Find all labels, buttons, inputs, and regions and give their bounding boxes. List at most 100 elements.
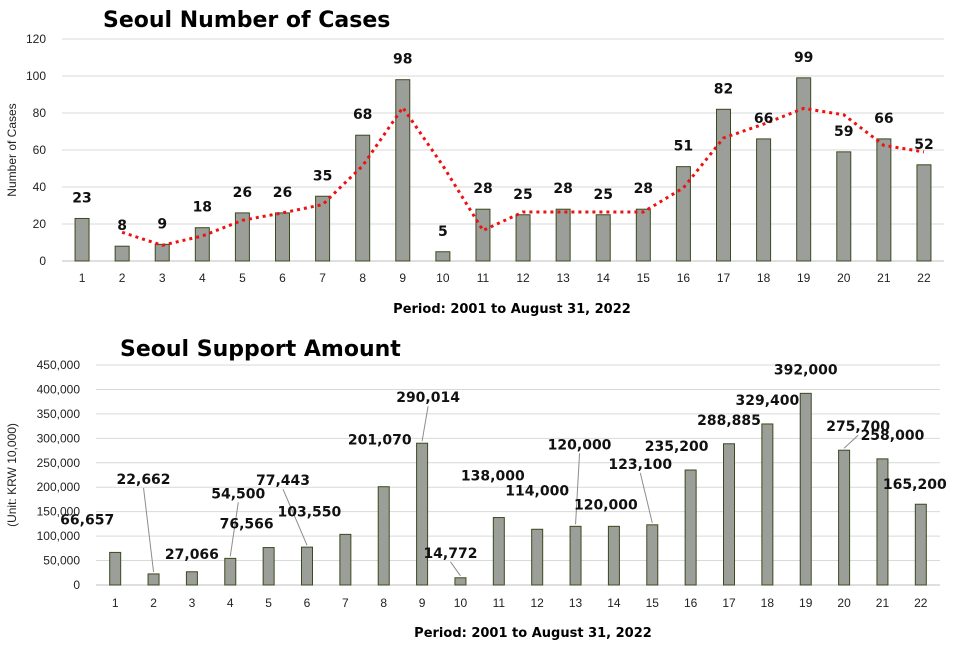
x-tick-label: 19	[799, 596, 813, 610]
bar	[723, 443, 735, 586]
data-label: 329,400	[735, 393, 799, 409]
y-tick-label: 250,000	[37, 456, 81, 470]
data-label: 25	[513, 187, 532, 203]
y-tick-label: 100,000	[37, 529, 81, 543]
x-tick-label: 7	[342, 596, 349, 610]
data-label: 77,443	[256, 473, 310, 489]
x-tick-label: 2	[150, 596, 157, 610]
bar	[185, 571, 198, 586]
bar	[761, 423, 774, 586]
bar	[836, 151, 852, 262]
data-label: 52	[914, 137, 933, 153]
data-label: 99	[794, 50, 813, 66]
data-label: 76,566	[220, 517, 274, 533]
x-tick-label: 12	[531, 596, 545, 610]
x-tick-label: 6	[279, 271, 286, 285]
bar	[395, 79, 411, 262]
data-label: 9	[157, 216, 167, 232]
x-tick-label: 1	[79, 271, 86, 285]
y-tick-label: 400,000	[37, 382, 81, 396]
x-tick-label: 22	[914, 596, 928, 610]
x-tick-label: 12	[516, 271, 530, 285]
x-tick-label: 1	[112, 596, 119, 610]
bar	[838, 449, 851, 586]
data-label: 54,500	[211, 486, 265, 502]
moving-average-trendline	[121, 104, 925, 247]
data-label: 22,662	[117, 472, 171, 488]
x-tick-label: 14	[607, 596, 621, 610]
leader-line	[639, 472, 653, 523]
x-tick-label: 14	[597, 271, 611, 285]
y-tick-label: 0	[39, 254, 46, 268]
y-tick-label: 350,000	[37, 407, 81, 421]
data-label: 288,885	[697, 413, 761, 429]
data-label: 66	[754, 111, 773, 127]
bar	[646, 524, 659, 586]
data-label: 25	[593, 187, 612, 203]
x-tick-label: 13	[556, 271, 570, 285]
data-label: 82	[714, 81, 733, 97]
x-tick-label: 20	[837, 596, 851, 610]
x-tick-label: 11	[493, 596, 506, 610]
bar	[716, 108, 731, 262]
x-tick-label: 4	[199, 271, 206, 285]
data-label: 59	[834, 124, 853, 140]
bar	[355, 134, 371, 262]
y-tick-label: 100	[26, 69, 46, 83]
bar	[914, 503, 927, 586]
x-tick-label: 17	[717, 271, 731, 285]
data-label: 392,000	[774, 362, 838, 378]
x-tick-label: 13	[569, 596, 583, 610]
data-label: 26	[273, 185, 292, 201]
data-label: 28	[553, 181, 572, 197]
x-tick-label: 17	[722, 596, 736, 610]
data-label: 66	[874, 111, 893, 127]
data-label: 120,000	[574, 497, 638, 513]
bar	[796, 77, 812, 262]
bar	[74, 217, 90, 262]
x-tick-label: 3	[189, 596, 196, 610]
data-label: 5	[438, 224, 448, 240]
y-tick-label: 50,000	[43, 554, 80, 568]
bar	[147, 573, 160, 586]
bar	[595, 214, 611, 262]
bar	[531, 528, 544, 586]
bar	[109, 551, 122, 586]
bar	[756, 138, 772, 262]
x-tick-label: 16	[684, 596, 698, 610]
data-label: 235,200	[645, 439, 709, 455]
data-label: 28	[634, 181, 653, 197]
y-tick-label: 20	[33, 217, 47, 231]
data-label: 28	[473, 181, 492, 197]
leader-line	[282, 488, 308, 546]
x-tick-label: 2	[119, 271, 126, 285]
bar	[339, 533, 352, 586]
data-label: 68	[353, 107, 372, 123]
y-tick-label: 80	[33, 106, 47, 120]
cases-chart: Seoul Number of Cases Period: 2001 to Au…	[5, 8, 944, 317]
x-tick-label: 21	[876, 596, 890, 610]
bar	[315, 195, 331, 262]
x-tick-label: 8	[359, 271, 366, 285]
x-tick-label: 18	[761, 596, 775, 610]
data-label: 26	[233, 185, 252, 201]
data-label: 201,070	[348, 433, 412, 449]
x-tick-label: 9	[419, 596, 426, 610]
x-axis-title: Period: 2001 to August 31, 2022	[414, 626, 652, 641]
data-label: 103,550	[277, 504, 341, 520]
x-axis-title: Period: 2001 to August 31, 2022	[393, 302, 631, 317]
x-tick-label: 19	[797, 271, 811, 285]
leader-line	[575, 453, 581, 525]
bar	[876, 458, 889, 586]
x-tick-label: 20	[837, 271, 851, 285]
bar	[492, 517, 505, 586]
bar	[635, 208, 651, 262]
bar	[114, 245, 130, 262]
data-label: 98	[393, 52, 412, 68]
bar	[569, 525, 582, 586]
x-tick-label: 8	[380, 596, 387, 610]
bar	[234, 212, 250, 262]
x-tick-label: 21	[877, 271, 891, 285]
x-tick-label: 3	[159, 271, 166, 285]
leader-line	[421, 406, 429, 442]
